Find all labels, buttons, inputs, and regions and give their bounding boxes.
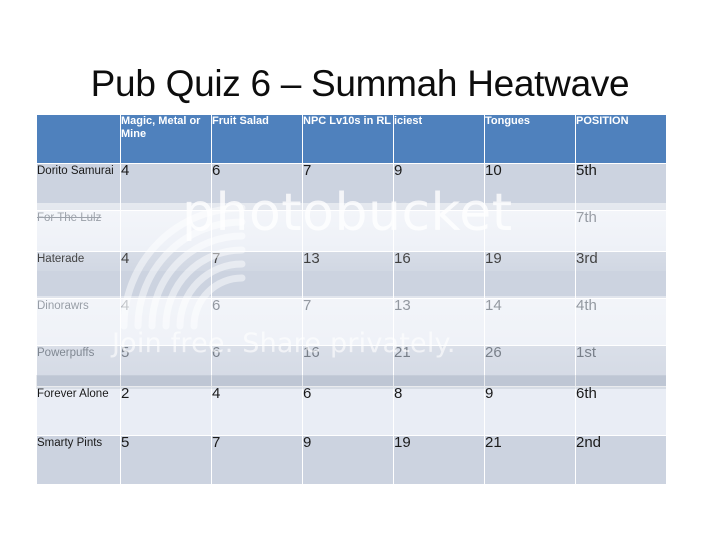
cell-score: 7	[302, 298, 394, 346]
header-cell-iciest: iciest	[393, 114, 485, 164]
cell-team-name: Haterade	[36, 251, 121, 299]
cell-score: 4	[211, 386, 303, 436]
cell-team-name: Forever Alone	[36, 386, 121, 436]
table-body: Dorito Samurai 4 6 7 9 10 5th For The Lu…	[36, 163, 667, 485]
cell-score: 4	[120, 163, 212, 211]
header-cell-team	[36, 114, 121, 164]
cell-score: 9	[302, 435, 394, 485]
cell-team-name: Smarty Pints	[36, 435, 121, 485]
cell-position: 3rd	[575, 251, 667, 299]
cell-team-name-text: For The Lulz	[37, 212, 102, 224]
cell-score: 6	[211, 163, 303, 211]
cell-score: 7	[302, 163, 394, 211]
cell-score: 10	[484, 163, 576, 211]
cell-score: 2	[120, 386, 212, 436]
cell-score: 19	[484, 251, 576, 299]
table-row: Powerpuffs 5 6 16 21 26 1st	[36, 345, 667, 387]
cell-score	[211, 210, 303, 252]
cell-score: 16	[393, 251, 485, 299]
cell-score: 26	[484, 345, 576, 387]
cell-score: 5	[120, 345, 212, 387]
table-row: Forever Alone 2 4 6 8 9 6th	[36, 386, 667, 436]
cell-score: 8	[393, 386, 485, 436]
cell-score: 13	[393, 298, 485, 346]
cell-score: 6	[211, 298, 303, 346]
page-title: Pub Quiz 6 – Summah Heatwave	[90, 62, 630, 104]
header-cell-magic-metal-or-mine: Magic, Metal or Mine	[120, 114, 212, 164]
cell-score: 6	[211, 345, 303, 387]
cell-score: 5	[120, 435, 212, 485]
cell-score: 14	[484, 298, 576, 346]
cell-score: 6	[302, 386, 394, 436]
cell-team-name: Dorito Samurai	[36, 163, 121, 211]
cell-team-name: Dinorawrs	[36, 298, 121, 346]
cell-score: 7	[211, 251, 303, 299]
quiz-results-table: Magic, Metal or Mine Fruit Salad NPC Lv1…	[36, 114, 667, 485]
cell-position: 6th	[575, 386, 667, 436]
cell-team-name: Powerpuffs	[36, 345, 121, 387]
table-row: Smarty Pints 5 7 9 19 21 2nd	[36, 435, 667, 485]
cell-score: 21	[484, 435, 576, 485]
header-cell-position: POSITION	[575, 114, 667, 164]
header-cell-npc-lv10s-in-rl: NPC Lv10s in RL	[302, 114, 394, 164]
cell-score: 4	[120, 251, 212, 299]
cell-score: 13	[302, 251, 394, 299]
cell-score	[120, 210, 212, 252]
cell-position: 1st	[575, 345, 667, 387]
cell-score: 21	[393, 345, 485, 387]
cell-score: 19	[393, 435, 485, 485]
cell-team-name: For The Lulz	[36, 210, 121, 252]
cell-score	[302, 210, 394, 252]
table-row: Dinorawrs 4 6 7 13 14 4th	[36, 298, 667, 346]
table-row: For The Lulz 7th	[36, 210, 667, 252]
cell-score	[484, 210, 576, 252]
cell-position: 2nd	[575, 435, 667, 485]
table-header: Magic, Metal or Mine Fruit Salad NPC Lv1…	[36, 114, 667, 164]
table-row: Haterade 4 7 13 16 19 3rd	[36, 251, 667, 299]
header-cell-fruit-salad: Fruit Salad	[211, 114, 303, 164]
cell-position: 7th	[575, 210, 667, 252]
cell-score: 7	[211, 435, 303, 485]
cell-position: 4th	[575, 298, 667, 346]
cell-score	[393, 210, 485, 252]
cell-position: 5th	[575, 163, 667, 211]
cell-score: 9	[393, 163, 485, 211]
cell-score: 9	[484, 386, 576, 436]
header-cell-tongues: Tongues	[484, 114, 576, 164]
table-row: Dorito Samurai 4 6 7 9 10 5th	[36, 163, 667, 211]
table-header-row: Magic, Metal or Mine Fruit Salad NPC Lv1…	[36, 114, 667, 164]
cell-score: 16	[302, 345, 394, 387]
cell-score: 4	[120, 298, 212, 346]
